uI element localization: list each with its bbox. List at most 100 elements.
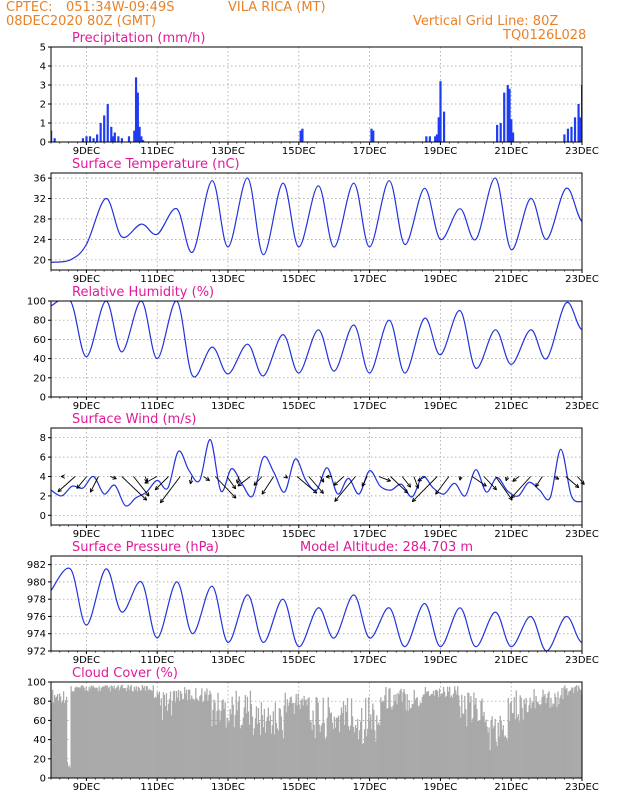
- cloud-bar: [170, 715, 173, 778]
- cloud-bar: [313, 724, 315, 778]
- cloud-bar: [486, 726, 488, 778]
- precip-bar: [439, 81, 442, 142]
- cloud-bar: [563, 687, 565, 778]
- cloud-bar: [542, 689, 544, 778]
- wind-arrow-head: [57, 487, 62, 493]
- cloud-bar: [569, 691, 571, 778]
- cloud-bar: [390, 706, 392, 778]
- cloud-bar: [284, 692, 286, 778]
- cloud-bar: [519, 695, 521, 778]
- header-station: VILA RICA (MT): [228, 0, 326, 15]
- cloud-bar: [53, 695, 56, 778]
- cloud-bar: [515, 690, 517, 778]
- wind-xtick-label: 21DEC: [494, 529, 528, 540]
- cloud-bar: [535, 695, 537, 778]
- wind-xtick-label: 19DEC: [424, 529, 458, 540]
- precip-xtick-label: 23DEC: [565, 146, 599, 157]
- wind-xtick-label: 23DEC: [565, 529, 599, 540]
- cloud-bar: [140, 690, 142, 778]
- cloud-bar: [288, 702, 290, 778]
- cloud-bar: [513, 697, 515, 778]
- cloud-bar: [570, 690, 572, 778]
- precip-bar: [106, 104, 109, 142]
- cloud-bar: [210, 693, 212, 778]
- wind-arrow: [510, 476, 532, 499]
- cloud-bar: [206, 688, 208, 778]
- wind-arrow-head: [574, 483, 580, 489]
- cloud-bar: [103, 686, 105, 778]
- wind-arrow: [535, 476, 543, 488]
- precip-xtick-label: 13DEC: [211, 146, 245, 157]
- cloud-bar: [241, 724, 243, 778]
- cloud-bar: [365, 697, 367, 778]
- cloud-bar: [345, 711, 348, 778]
- cloud-bar: [125, 691, 127, 778]
- wind-arrow: [89, 476, 99, 493]
- wind-arrow: [237, 476, 251, 487]
- cloud-bar: [325, 736, 327, 778]
- cloud-bar: [173, 690, 176, 778]
- wind-arrow-head: [415, 484, 420, 489]
- cloud-bar: [314, 738, 316, 778]
- cloud-bar: [208, 694, 210, 778]
- precip-ytick-label: 2: [40, 100, 46, 111]
- precip-xtick-label: 21DEC: [494, 146, 528, 157]
- precip-ytick-label: 0: [40, 138, 46, 149]
- cloud-bar: [378, 722, 380, 778]
- cloud-bar: [440, 693, 443, 778]
- cloud-bar: [529, 697, 531, 778]
- cloud-bar: [269, 715, 272, 778]
- wind-arrow-head: [361, 482, 366, 487]
- cloud-bar: [244, 694, 246, 778]
- cloud-bar: [316, 697, 318, 778]
- wind-arrow: [417, 476, 426, 482]
- cloud-bar: [536, 701, 538, 778]
- cloud-bar: [357, 739, 360, 778]
- cloud-bar: [359, 721, 362, 778]
- wind-arrow-head: [325, 474, 330, 479]
- cloud-bar: [526, 712, 528, 778]
- cloud-bar: [426, 691, 429, 778]
- cloud-bar: [522, 719, 524, 778]
- cloud-bar: [433, 695, 436, 778]
- cloud-bar: [99, 690, 101, 778]
- cloud-bar: [348, 730, 351, 778]
- cloud-bar: [122, 688, 124, 778]
- cloud-bar: [430, 693, 433, 778]
- precip-bar: [510, 119, 513, 142]
- cloud-bar: [215, 724, 217, 778]
- wind-arrow: [121, 476, 148, 501]
- cloud-bar: [166, 710, 169, 778]
- wind-arrow-head: [411, 497, 417, 503]
- wind-arrow-head: [253, 481, 258, 486]
- cloud-bar: [181, 699, 184, 778]
- wind-arrow-head: [283, 474, 288, 479]
- wind-arrow: [214, 476, 237, 499]
- cloud-bar: [225, 727, 227, 778]
- cloud-bar: [437, 697, 440, 778]
- precip-bar: [566, 128, 570, 142]
- cloud-bar: [198, 701, 200, 778]
- precip-bar: [442, 111, 446, 142]
- precip-bar: [434, 136, 437, 142]
- cloud-bar: [193, 698, 195, 778]
- cloud-bar: [552, 703, 554, 778]
- wind-arrow-head: [144, 479, 149, 484]
- wind-arrow-head: [504, 476, 510, 482]
- pressure-xtick-label: 17DEC: [353, 655, 387, 666]
- cloud-bar: [385, 687, 387, 778]
- cloud-bar: [184, 687, 186, 778]
- precip-bar: [110, 126, 113, 142]
- cloud-bar: [276, 728, 278, 778]
- rh-ytick-label: 0: [40, 393, 46, 404]
- temp-xtick-label: 9DEC: [73, 274, 100, 285]
- cloud-bar: [387, 707, 389, 778]
- cloud-bar: [238, 696, 240, 778]
- wind-arrow-head: [554, 475, 560, 480]
- cloud-bar: [541, 697, 543, 778]
- cloud-bar: [127, 684, 129, 778]
- precip-bar: [579, 117, 582, 142]
- cloud-bar: [483, 711, 485, 778]
- cloud-bar: [499, 715, 501, 778]
- cloud-bar: [343, 724, 346, 778]
